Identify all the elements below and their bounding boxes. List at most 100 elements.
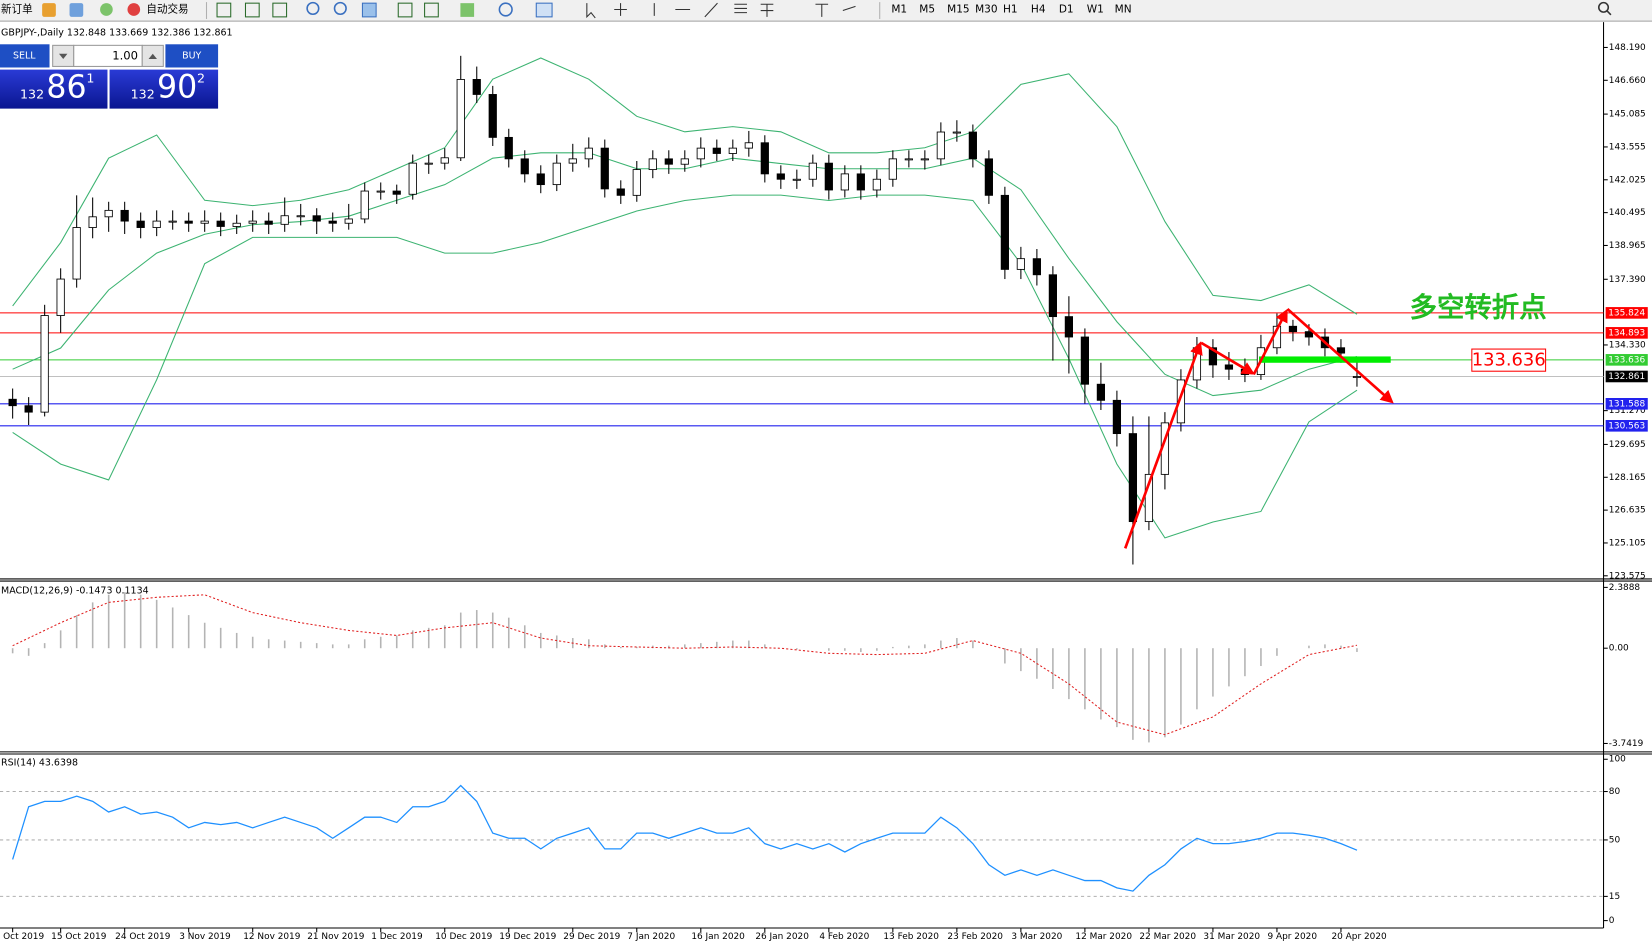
timeframe-button[interactable]: D1 — [1059, 3, 1074, 15]
timeframe-button[interactable]: M30 — [975, 3, 997, 15]
volume-value[interactable]: 1.00 — [112, 48, 138, 62]
candle-body — [280, 215, 289, 225]
level-axis-label: 130.563 — [1608, 421, 1645, 431]
toolbar-icon[interactable] — [244, 2, 260, 18]
y-tick-label: 137.390 — [1609, 275, 1646, 285]
rsi-value: 43.6398 — [39, 757, 78, 768]
tile-windows[interactable] — [361, 2, 377, 18]
candle-body — [536, 173, 545, 186]
level-axis-label: 133.636 — [1608, 355, 1645, 365]
y-tick-label: 148.190 — [1609, 43, 1646, 53]
text-tools[interactable] — [815, 3, 856, 17]
fibo-tool[interactable] — [760, 3, 774, 17]
line-tools[interactable] — [653, 2, 718, 18]
timeframe-button[interactable]: M1 — [891, 3, 907, 15]
search-button[interactable] — [1598, 1, 1610, 13]
y-tick-label: 140.495 — [1609, 208, 1646, 218]
x-tick-label: 21 Nov 2019 — [307, 932, 365, 942]
sell-button[interactable] — [0, 44, 50, 68]
candle-body — [296, 215, 305, 218]
candle-body — [1224, 364, 1234, 370]
candle-body — [1176, 379, 1186, 424]
candle-body — [488, 94, 497, 138]
candle-body — [632, 169, 641, 196]
toolbar-icon[interactable] — [272, 2, 288, 18]
timeframe-button[interactable]: W1 — [1087, 3, 1104, 15]
periods-button[interactable] — [498, 2, 513, 17]
x-tick-label: 16 Jan 2020 — [691, 932, 745, 942]
candle-body — [104, 209, 113, 218]
new-order-button[interactable]: 新订单 — [1, 2, 33, 15]
candle-body — [1080, 336, 1090, 385]
candle-body — [840, 173, 849, 191]
x-tick-label: Oct 2019 — [3, 932, 44, 942]
ask-big: 90 — [157, 70, 197, 106]
cursor-tool[interactable] — [586, 3, 596, 19]
auto-trading-button[interactable]: 自动交易 — [146, 2, 188, 15]
candle-body — [168, 220, 177, 223]
rsi-pane-header: RSI(14) 43.6398 — [1, 757, 78, 768]
crosshair-tool[interactable] — [614, 3, 627, 16]
candle-body — [88, 216, 97, 228]
candle-body — [888, 158, 897, 180]
candle-body — [760, 142, 769, 175]
auto-trading-icon[interactable] — [127, 3, 141, 16]
level-axis-box — [1605, 327, 1648, 339]
ask-box[interactable] — [109, 69, 219, 109]
candle-body — [40, 315, 49, 413]
candle-body — [216, 220, 225, 227]
toolbar-icon[interactable] — [397, 2, 413, 18]
y-tick-label: 129.695 — [1609, 440, 1646, 450]
timeframe-button[interactable]: M15 — [947, 3, 969, 15]
rsi-line — [12, 784, 1358, 892]
toolbar-icon[interactable] — [69, 3, 84, 17]
templates-button[interactable] — [535, 2, 553, 18]
y-tick-label: 143.555 — [1609, 142, 1646, 152]
x-tick-label: 24 Oct 2019 — [115, 932, 171, 942]
macd-value: -0.1473 — [76, 585, 113, 596]
candle-body — [456, 79, 465, 159]
toolbar-icon[interactable] — [42, 3, 56, 17]
buy-label[interactable]: BUY — [182, 50, 201, 61]
toolbar-icon[interactable] — [100, 3, 113, 16]
volume-up-arrow — [148, 53, 157, 60]
y-tick-label: 134.330 — [1609, 340, 1646, 350]
buy-button[interactable] — [165, 44, 219, 68]
zoom-in[interactable] — [306, 1, 320, 16]
level-callout: 133.636 — [1472, 350, 1546, 371]
trade-panel: SELL 1.00 BUY 132 86 1 132 90 2 — [0, 44, 219, 109]
channel-tool[interactable] — [734, 3, 747, 14]
y-tick-label: 2.3888 — [1609, 583, 1641, 593]
candle-body — [552, 162, 561, 186]
trend-arrow — [1286, 308, 1394, 404]
macd-pane-header: MACD(12,26,9) -0.1473 0.1134 — [1, 585, 149, 596]
toolbar-icon[interactable] — [424, 2, 439, 18]
x-tick-label: 1 Dec 2019 — [371, 932, 423, 942]
bid-box[interactable] — [0, 69, 108, 109]
y-tick-label: 146.660 — [1609, 76, 1646, 86]
timeframe-button[interactable]: M5 — [919, 3, 935, 15]
timeframe-button[interactable]: H4 — [1031, 3, 1046, 15]
timeframe-button[interactable]: MN — [1115, 3, 1132, 15]
y-tick-label: -3.7419 — [1609, 739, 1644, 749]
timeframe-button[interactable]: H1 — [1003, 3, 1018, 15]
y-tick-label: 131.270 — [1609, 406, 1646, 416]
candle-body — [1000, 194, 1009, 270]
sell-label[interactable]: SELL — [13, 50, 36, 61]
volume-down-arrow — [59, 53, 68, 60]
zoom-out[interactable] — [333, 1, 347, 16]
candle-body — [872, 178, 881, 191]
candle-body — [712, 147, 721, 154]
candle-body — [904, 158, 913, 161]
toolbar-icon[interactable] — [216, 2, 232, 18]
signal-value: 0.1134 — [116, 585, 149, 596]
y-tick-label: 128.165 — [1609, 473, 1646, 483]
candle-body — [1288, 325, 1298, 333]
indicators-button[interactable] — [460, 3, 475, 17]
y-tick-label: 126.635 — [1609, 506, 1646, 516]
x-tick-label: 3 Nov 2019 — [179, 932, 231, 942]
candle-body — [1352, 376, 1362, 378]
candle-body — [600, 147, 609, 190]
x-tick-label: 13 Feb 2020 — [883, 932, 939, 942]
